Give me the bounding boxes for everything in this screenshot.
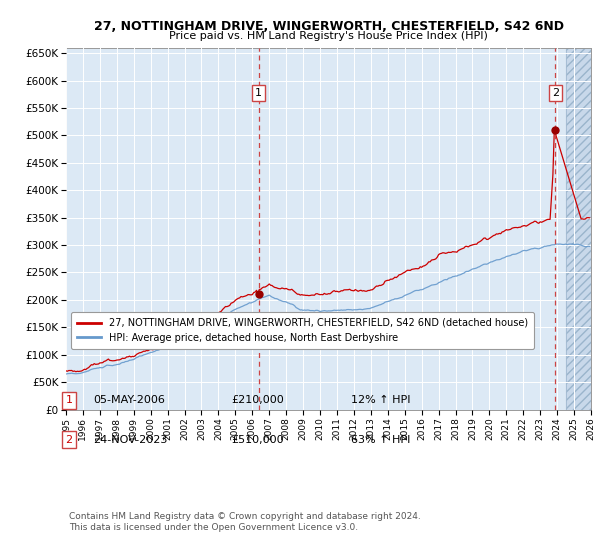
Text: 27, NOTTINGHAM DRIVE, WINGERWORTH, CHESTERFIELD, S42 6ND: 27, NOTTINGHAM DRIVE, WINGERWORTH, CHEST… [94, 20, 564, 32]
Text: 1: 1 [65, 395, 73, 405]
Text: 12% ↑ HPI: 12% ↑ HPI [351, 395, 410, 405]
Text: 24-NOV-2023: 24-NOV-2023 [93, 435, 167, 445]
Text: 05-MAY-2006: 05-MAY-2006 [93, 395, 165, 405]
Text: £210,000: £210,000 [231, 395, 284, 405]
Text: 1: 1 [255, 88, 262, 98]
Text: £510,000: £510,000 [231, 435, 284, 445]
Text: 63% ↑ HPI: 63% ↑ HPI [351, 435, 410, 445]
Text: Price paid vs. HM Land Registry's House Price Index (HPI): Price paid vs. HM Land Registry's House … [169, 31, 488, 41]
Text: 2: 2 [65, 435, 73, 445]
Text: 2: 2 [552, 88, 559, 98]
Text: Contains HM Land Registry data © Crown copyright and database right 2024.
This d: Contains HM Land Registry data © Crown c… [69, 512, 421, 532]
Legend: 27, NOTTINGHAM DRIVE, WINGERWORTH, CHESTERFIELD, S42 6ND (detached house), HPI: : 27, NOTTINGHAM DRIVE, WINGERWORTH, CHEST… [71, 312, 534, 349]
